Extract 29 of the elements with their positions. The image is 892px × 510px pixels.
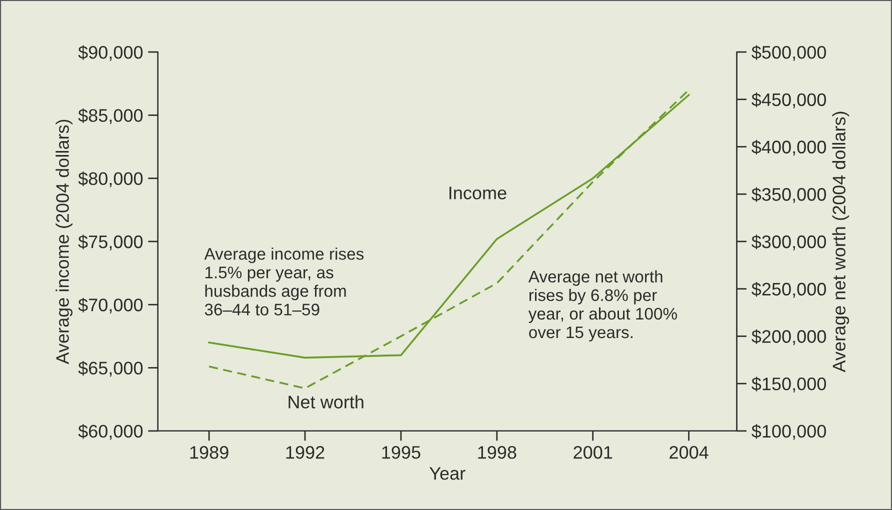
- y2-axis-title: Average net worth (2004 dollars): [832, 112, 850, 372]
- y2-tick-label: $350,000: [752, 187, 826, 203]
- y2-tick-label: $150,000: [752, 376, 826, 392]
- y-tick-label: $85,000: [78, 108, 143, 124]
- y2-tick-label: $100,000: [752, 424, 826, 440]
- y2-tick-label: $500,000: [752, 45, 826, 61]
- y-tick-label: $65,000: [78, 360, 143, 377]
- x-tick-label: 1992: [286, 446, 324, 459]
- annotation: Average income rises 1.5% per year, as husbands age from 36–44 to 51–59: [204, 248, 364, 316]
- annotation: Average net worth rises by 6.8% per year, or about 100% over 15 years.: [528, 270, 677, 342]
- series-label: Net worth: [288, 395, 364, 408]
- y-tick-label: $80,000: [78, 172, 143, 188]
- y2-tick-label: $300,000: [752, 234, 826, 250]
- y-axis-title: Average income (2004 dollars): [56, 120, 72, 364]
- y-tick-label: $60,000: [78, 424, 143, 440]
- y-tick-label: $70,000: [78, 298, 143, 314]
- y2-tick-label: $400,000: [752, 140, 826, 156]
- x-axis-title: Year: [429, 467, 466, 480]
- series-label: Income: [450, 186, 506, 200]
- y2-tick-label: $450,000: [752, 92, 826, 108]
- y2-tick-label: $250,000: [752, 282, 826, 298]
- y-tick-label: $75,000: [78, 234, 143, 250]
- y-tick-label: $90,000: [78, 45, 143, 61]
- x-tick-label: 1995: [382, 446, 420, 459]
- x-tick-label: 2001: [574, 446, 612, 459]
- x-tick-label: 2004: [670, 446, 708, 459]
- x-tick-label: 1998: [478, 446, 516, 459]
- x-tick-label: 1989: [190, 446, 228, 459]
- y2-tick-label: $200,000: [752, 329, 826, 346]
